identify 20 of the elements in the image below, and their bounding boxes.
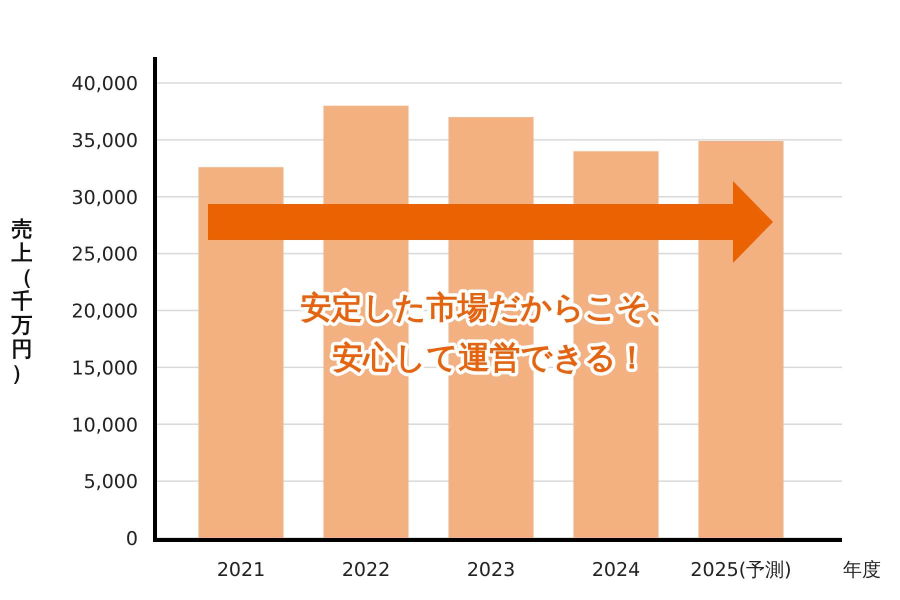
y-tick-label: 0 — [126, 528, 138, 550]
x-tick-label: 2024 — [592, 559, 640, 581]
y-tick-label: 10,000 — [72, 414, 138, 436]
y-tick-label: 15,000 — [72, 357, 138, 380]
y-tick-label: 40,000 — [72, 73, 138, 95]
annotation: 安定した市場だからこそ、 — [300, 290, 680, 326]
x-tick-label: 2022 — [342, 559, 390, 581]
x-tick-label: 2021 — [216, 559, 266, 581]
x-axis-title: 年度 — [843, 559, 881, 581]
annotation: 安心して運営できる！ — [332, 340, 648, 376]
y-axis-title: 売上（千万円） — [10, 217, 32, 385]
y-tick-label: 25,000 — [72, 244, 138, 266]
y-tick-label: 20,000 — [72, 300, 138, 322]
bar — [198, 167, 284, 538]
y-tick-label: 30,000 — [72, 186, 138, 209]
x-tick-label: 2023 — [466, 559, 516, 581]
y-tick-label: 5,000 — [84, 471, 138, 494]
bar — [698, 141, 784, 538]
y-tick-label: 35,000 — [72, 130, 138, 152]
x-tick-label: 2025(予測) — [690, 559, 792, 581]
